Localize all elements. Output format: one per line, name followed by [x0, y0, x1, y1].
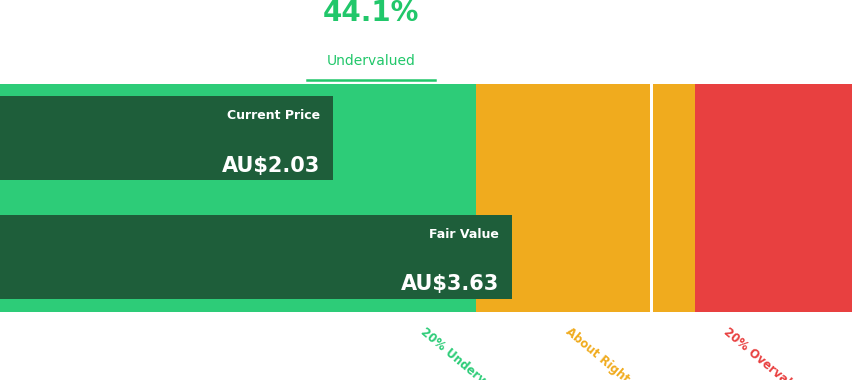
- Bar: [0, 215, 511, 299]
- Bar: [694, 84, 852, 312]
- Text: AU$2.03: AU$2.03: [222, 156, 320, 176]
- Bar: [649, 84, 653, 312]
- Bar: [0, 96, 332, 180]
- Text: 44.1%: 44.1%: [323, 0, 418, 27]
- Text: AU$3.63: AU$3.63: [400, 274, 498, 294]
- Text: 20% Overvalued: 20% Overvalued: [720, 325, 811, 380]
- Text: Fair Value: Fair Value: [429, 228, 498, 241]
- Bar: [475, 84, 649, 312]
- Text: Current Price: Current Price: [227, 109, 320, 122]
- Text: Undervalued: Undervalued: [326, 54, 415, 68]
- Text: 20% Undervalued: 20% Undervalued: [417, 325, 515, 380]
- Bar: [649, 84, 694, 312]
- Bar: [0, 84, 475, 312]
- Text: About Right: About Right: [562, 325, 631, 380]
